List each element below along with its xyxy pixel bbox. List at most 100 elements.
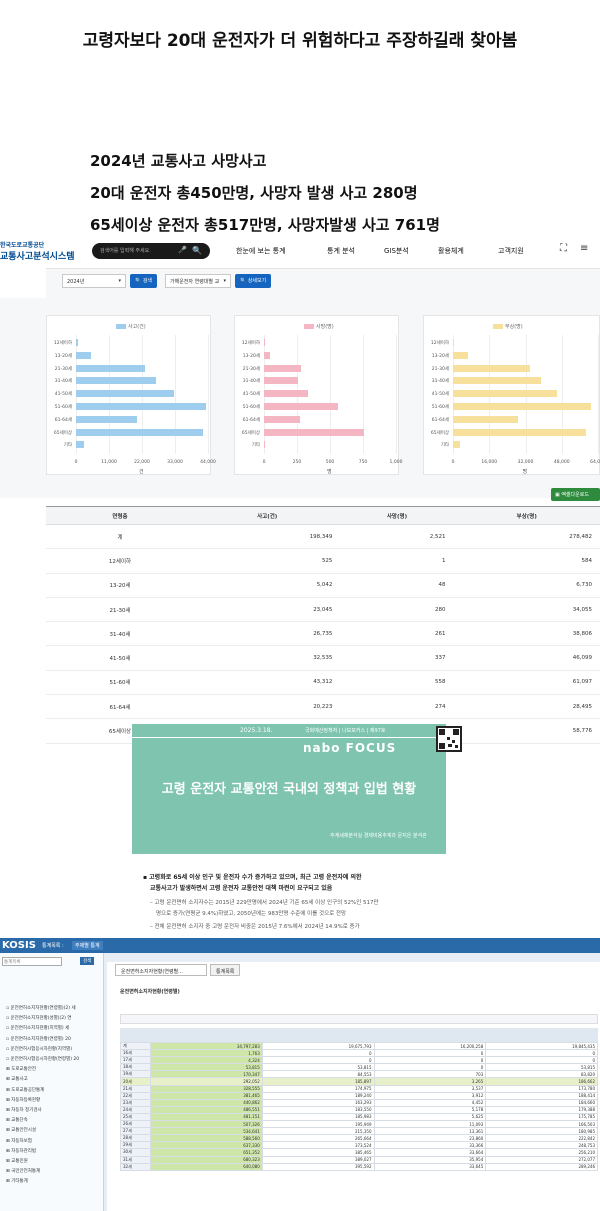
kosis-table-cell: 1,763 <box>150 1049 263 1058</box>
kosis-topbar <box>0 938 600 953</box>
menu-icon[interactable]: ≡ <box>580 243 589 254</box>
kosis-toolbar <box>120 1014 598 1024</box>
category-label: 31-40세 <box>54 379 72 385</box>
chart-bar[interactable] <box>76 364 146 372</box>
search-icon[interactable]: 🔍 <box>192 246 202 255</box>
category-label: 41-50세 <box>54 392 72 398</box>
kosis-sidebar-item[interactable]: ▫ 운전면허소지자현황(성별)(2) 연 <box>6 1016 72 1022</box>
kosis-table-cell: 3,537 <box>373 1084 487 1093</box>
search-button[interactable]: 🔍 검색 <box>130 274 158 288</box>
chart-bar[interactable] <box>264 339 265 346</box>
x-tick-label: 500 <box>325 460 335 465</box>
chart-bar[interactable] <box>76 339 78 346</box>
mic-icon[interactable]: 🎤 <box>178 246 187 254</box>
kosis-table-cell: 84,553 <box>261 1070 375 1079</box>
kosis-table-cell: 640,080 <box>150 1162 263 1171</box>
expand-icon[interactable]: ⛶ <box>560 243 567 254</box>
chart-bar[interactable] <box>76 403 206 410</box>
kosis-sidebar-item[interactable]: ⊞ 자동차관리법 <box>6 1148 37 1154</box>
kosis-sidebar-item[interactable]: ⊞ 교통단속 <box>6 1118 28 1124</box>
chart-bar[interactable] <box>453 415 518 423</box>
chart-bar[interactable] <box>453 441 461 449</box>
kosis-logo[interactable]: KOSIS <box>2 940 36 951</box>
chart-bar[interactable] <box>453 403 592 410</box>
chart-bar[interactable] <box>264 351 271 359</box>
chart-bar[interactable] <box>264 377 299 385</box>
chart-bar[interactable] <box>453 351 469 359</box>
chart-bar[interactable] <box>264 441 266 449</box>
kosis-sidebar-item[interactable]: ▫ 운전면허시험응시자현황(지역별) <box>6 1046 72 1052</box>
chart-bar[interactable] <box>453 364 531 372</box>
chart-bar[interactable] <box>453 390 558 398</box>
chart-bar[interactable] <box>76 441 84 449</box>
kosis-topic-select[interactable]: 주제별 통계 <box>72 941 103 950</box>
kosis-sidebar-item[interactable]: ▫ 운전면허시험응시자현황(연령별) 20 <box>6 1057 80 1062</box>
site-logo-small[interactable]: 한국도로교통공단 <box>0 242 45 249</box>
category-label: 13-20세 <box>431 353 449 359</box>
chart-bar[interactable] <box>264 428 365 436</box>
kosis-sidebar-item[interactable]: ⊞ 기타통계 <box>6 1179 28 1185</box>
kosis-sidebar-item[interactable]: ⊞ 자동차보험 <box>6 1138 32 1144</box>
category-select[interactable]: 가해운전자 연령대별 교 ▾ <box>165 274 231 288</box>
category-label: 61-64세 <box>431 417 449 423</box>
chart-bar[interactable] <box>76 415 137 423</box>
kosis-data-table: 계 34,797,283 19,675,793 16,200,258 19,845,43… <box>120 1041 598 1171</box>
chart-bar[interactable] <box>264 364 301 372</box>
table-cell: 280 <box>340 597 454 623</box>
kosis-sidebar-item[interactable]: ⊞ 국민안전처통계 <box>6 1169 41 1175</box>
chart-bar[interactable] <box>76 377 157 385</box>
nabo-sub-2: – 전체 운전면허 소지자 중 고령 운전자 비중은 2015년 7.6%에서 … <box>150 924 360 930</box>
accident-table: 연령층 사고(건) 사망(명) 부상(명) 계 198,349 2,521 278,4… <box>46 506 600 744</box>
kosis-table-row: 25세 481,151 185,983 5,625 175,785 <box>120 1112 598 1122</box>
kosis-sidebar-item[interactable]: ▫ 운전면허소지자현황(연령별) 20 <box>6 1036 71 1042</box>
category-label: 기타 <box>63 443 72 449</box>
kosis-sidebar-item[interactable]: ⊞ 도로교통공단통계 <box>6 1087 45 1093</box>
nav-item-gis[interactable]: GIS분석 <box>384 247 409 255</box>
excel-download-button[interactable]: ▣ 엑셀다운로드 <box>551 488 600 501</box>
kosis-search-button[interactable]: 검색 <box>80 957 95 965</box>
chart-legend-2[interactable]: 사망(명) <box>304 323 334 330</box>
year-select[interactable]: 2024년 ▾ <box>62 274 126 288</box>
chart-bar[interactable] <box>453 428 587 436</box>
nav-item-system[interactable]: 활용체계 <box>438 247 464 255</box>
kosis-sidebar-item[interactable]: ⊞ 교통안전시설 <box>6 1128 37 1134</box>
kosis-search-input[interactable]: 통계목록 <box>2 957 62 966</box>
site-search-input[interactable]: 검색어를 입력해 주세요. <box>92 243 210 259</box>
chart-bar[interactable] <box>453 339 455 346</box>
kosis-sidebar-item[interactable]: ⊞ 교통사고 <box>6 1077 28 1083</box>
kosis-tab-list[interactable]: 통계목록 <box>210 964 241 976</box>
nav-item-analysis[interactable]: 통계 분석 <box>327 247 355 255</box>
kosis-table-cell: 35,954 <box>373 1155 487 1164</box>
chart-bar[interactable] <box>76 428 204 436</box>
kosis-sidebar-item[interactable]: ⊞ 자동차등록현황 <box>6 1097 41 1103</box>
category-label: 기타 <box>440 443 449 449</box>
nav-item-overview[interactable]: 한눈에 보는 통계 <box>236 247 286 255</box>
chart-bar[interactable] <box>453 377 541 385</box>
legend-label: 부상(명) <box>505 324 523 330</box>
chart-bar[interactable] <box>76 390 174 398</box>
chart-bar[interactable] <box>264 415 301 423</box>
chart-bar[interactable] <box>264 390 309 398</box>
table-cell: 26,735 <box>194 621 341 647</box>
kosis-table-cell: 189,240 <box>261 1091 375 1100</box>
kosis-sidebar-item[interactable]: ▫ 운전면허소지자현황(지역별) 세 <box>6 1026 70 1032</box>
kosis-sidebar-item[interactable]: ⊞ 교통민원 <box>6 1159 28 1164</box>
chart-bar[interactable] <box>264 403 338 410</box>
nav-item-support[interactable]: 고객지원 <box>498 247 524 255</box>
kosis-sidebar-item[interactable]: ⊞ 도로교통안전 <box>6 1067 37 1073</box>
kosis-tab-table[interactable]: 운전면허소지자현황(연령별... <box>115 964 207 976</box>
kosis-sidebar-item[interactable]: ⊞ 자동차 정기검사 <box>6 1108 42 1113</box>
table-cell: 21-30세 <box>46 597 194 623</box>
detail-button[interactable]: 🔍 상세보기 <box>235 274 272 288</box>
kosis-sidebar-item[interactable]: ▫ 운전면허소지자현황(연령별)(2) 세 <box>6 1006 76 1011</box>
category-label: 41-50세 <box>242 392 260 398</box>
category-label: 31-40세 <box>431 379 449 385</box>
table-cell: 278,482 <box>453 524 600 550</box>
kosis-table-header <box>120 1028 598 1042</box>
chart-legend-3[interactable]: 부상(명) <box>493 323 523 330</box>
site-logo[interactable]: 교통사고분석시스템 <box>0 252 75 262</box>
x-tick-label: 22,000 <box>134 460 150 465</box>
chart-bar[interactable] <box>76 351 92 359</box>
chart-legend-1[interactable]: 사고(건) <box>116 323 146 330</box>
table-cell: 198,349 <box>194 524 341 550</box>
